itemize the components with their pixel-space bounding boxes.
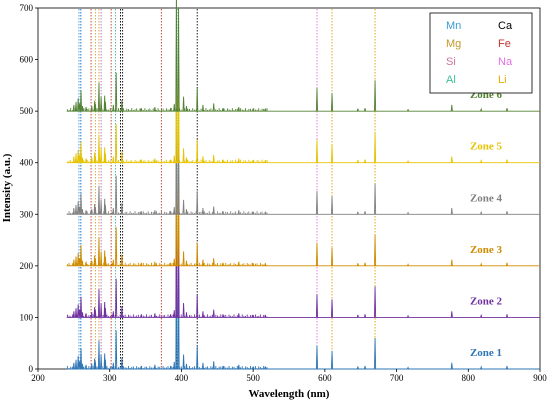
x-tick-label: 700 [390, 373, 404, 383]
series-zone-6 [66, 0, 540, 112]
legend-entry-fe: Fe [498, 38, 511, 50]
series-zone-1 [66, 245, 540, 370]
x-tick-label: 200 [31, 373, 45, 383]
y-tick-label: 0 [29, 364, 34, 374]
x-tick-label: 300 [103, 373, 117, 383]
legend-entry-ca: Ca [498, 20, 513, 32]
y-axis-label: Intensity (a.u.) [1, 153, 13, 222]
y-tick-label: 500 [20, 106, 34, 116]
series-peaks [66, 38, 509, 163]
legend-entry-na: Na [498, 56, 513, 68]
x-tick-label: 900 [533, 373, 547, 383]
legend-entry-mg: Mg [446, 38, 461, 50]
y-tick-label: 200 [20, 261, 34, 271]
series-zone-3 [66, 142, 540, 267]
legend-box [429, 12, 533, 94]
series-peaks [66, 90, 509, 215]
x-tick-label: 400 [175, 373, 189, 383]
x-tick-label: 500 [246, 373, 260, 383]
spectra-series [66, 0, 540, 370]
series-zone-2 [66, 193, 540, 318]
y-tick-label: 700 [20, 3, 34, 13]
series-zone-5 [66, 38, 540, 164]
legend-entry-si: Si [446, 56, 456, 68]
zone-label: Zone 2 [470, 295, 503, 307]
y-tick-label: 100 [20, 312, 34, 322]
x-axis-label: Wavelength (nm) [249, 388, 330, 400]
legend: Mn Ca Mg Fe Si Na Al Li [429, 12, 533, 94]
series-peaks [66, 0, 509, 112]
y-tick-label: 400 [20, 158, 34, 168]
series-zone-4 [66, 90, 540, 215]
y-tick-label: 300 [20, 209, 34, 219]
x-axis: 200 300 400 500 600 700 800 900 [31, 369, 547, 383]
series-peaks [66, 193, 509, 318]
x-tick-label: 600 [318, 373, 332, 383]
y-tick-label: 600 [20, 55, 34, 65]
series-peaks [66, 142, 509, 267]
legend-entry-al: Al [446, 74, 456, 86]
zone-label: Zone 5 [470, 141, 503, 153]
y-axis: 0 100 200 300 400 500 600 700 [20, 3, 38, 374]
x-tick-label: 800 [462, 373, 476, 383]
zone-label: Zone 1 [470, 347, 502, 359]
legend-entry-li: Li [498, 74, 507, 86]
legend-entry-mn: Mn [446, 20, 461, 32]
zone-label: Zone 4 [470, 192, 503, 204]
zone-label: Zone 3 [470, 244, 503, 256]
series-peaks [66, 245, 509, 370]
